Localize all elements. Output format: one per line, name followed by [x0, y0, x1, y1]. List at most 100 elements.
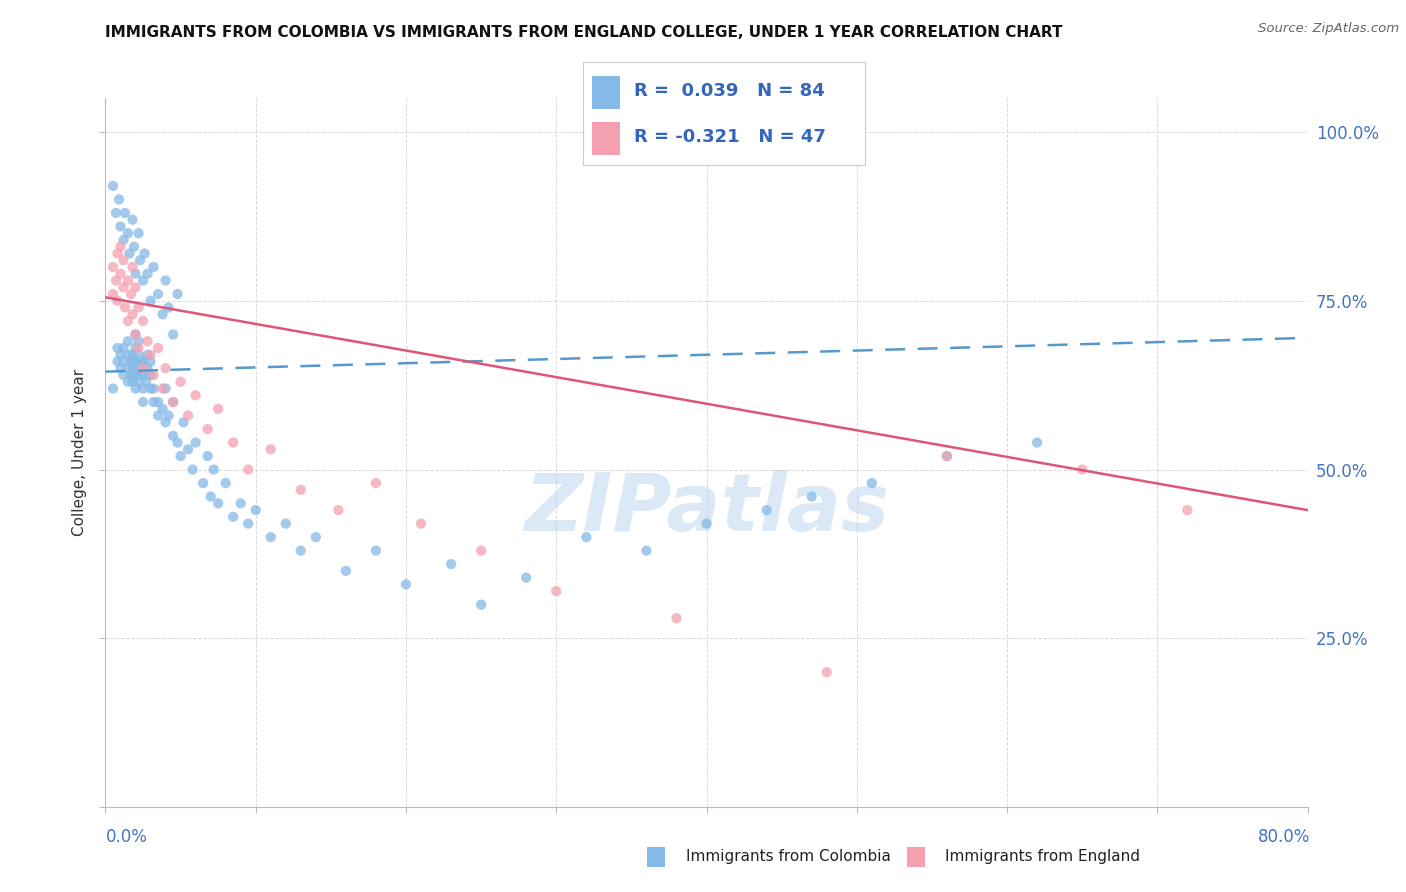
- Point: [197, 449, 219, 463]
- Point: [117, 375, 139, 389]
- Point: [136, 361, 159, 376]
- Point: [104, 206, 127, 220]
- Point: [177, 409, 200, 423]
- Text: R = -0.321   N = 47: R = -0.321 N = 47: [634, 128, 825, 146]
- Text: ZIPatlas: ZIPatlas: [524, 470, 889, 549]
- Point: [104, 273, 127, 287]
- Point: [222, 509, 245, 524]
- Point: [238, 516, 260, 531]
- Point: [128, 375, 150, 389]
- Point: [395, 577, 418, 591]
- Point: [128, 334, 150, 349]
- Point: [260, 530, 283, 544]
- Point: [207, 401, 229, 416]
- Point: [132, 314, 155, 328]
- Point: [112, 341, 135, 355]
- Point: [112, 354, 135, 368]
- Point: [936, 449, 959, 463]
- Text: Source: ZipAtlas.com: Source: ZipAtlas.com: [1258, 22, 1399, 36]
- Point: [260, 442, 283, 457]
- Point: [112, 280, 135, 294]
- Point: [107, 293, 129, 308]
- Text: Immigrants from Colombia: Immigrants from Colombia: [686, 849, 891, 863]
- Point: [107, 246, 129, 260]
- Point: [290, 543, 312, 558]
- Bar: [592, 122, 620, 155]
- Text: 80.0%: 80.0%: [1258, 828, 1310, 846]
- Point: [112, 253, 135, 268]
- Point: [202, 462, 225, 476]
- Point: [546, 584, 568, 599]
- Point: [124, 382, 146, 396]
- Point: [117, 348, 139, 362]
- Point: [136, 267, 159, 281]
- Point: [101, 382, 124, 396]
- Point: [128, 341, 150, 355]
- Point: [101, 178, 124, 193]
- Point: [128, 226, 150, 240]
- Point: [114, 301, 136, 315]
- Point: [136, 334, 159, 349]
- Point: [131, 368, 153, 382]
- Bar: [592, 76, 620, 109]
- Point: [124, 341, 146, 355]
- Point: [124, 280, 146, 294]
- Text: Immigrants from England: Immigrants from England: [945, 849, 1140, 863]
- Point: [1071, 462, 1094, 476]
- Point: [152, 307, 174, 321]
- Point: [200, 490, 222, 504]
- Point: [139, 354, 162, 368]
- Point: [120, 354, 142, 368]
- Point: [132, 395, 155, 409]
- Point: [142, 382, 165, 396]
- Point: [364, 476, 387, 491]
- Point: [162, 395, 184, 409]
- Point: [139, 348, 162, 362]
- Point: [128, 301, 150, 315]
- Point: [515, 571, 537, 585]
- Point: [101, 260, 124, 274]
- Point: [162, 395, 184, 409]
- Point: [142, 260, 165, 274]
- Point: [128, 361, 150, 376]
- Point: [124, 354, 146, 368]
- Point: [197, 422, 219, 436]
- Point: [222, 435, 245, 450]
- Point: [134, 246, 156, 260]
- Point: [132, 368, 155, 382]
- Point: [146, 287, 169, 301]
- Point: [124, 327, 146, 342]
- Point: [755, 503, 778, 517]
- Point: [117, 361, 139, 376]
- Point: [122, 240, 145, 254]
- Point: [117, 273, 139, 287]
- Point: [169, 375, 191, 389]
- Point: [162, 327, 184, 342]
- Point: [184, 388, 207, 402]
- Point: [117, 226, 139, 240]
- Point: [800, 490, 823, 504]
- Point: [128, 348, 150, 362]
- Point: [440, 557, 463, 571]
- Point: [860, 476, 883, 491]
- Point: [112, 233, 135, 247]
- Point: [121, 212, 143, 227]
- Point: [166, 287, 188, 301]
- Point: [136, 348, 159, 362]
- Point: [274, 516, 297, 531]
- Point: [112, 368, 135, 382]
- Point: [142, 395, 165, 409]
- Point: [696, 516, 718, 531]
- Point: [290, 483, 312, 497]
- Point: [335, 564, 357, 578]
- Point: [157, 301, 180, 315]
- Point: [122, 354, 145, 368]
- Point: [184, 435, 207, 450]
- Point: [110, 267, 132, 281]
- Point: [121, 375, 143, 389]
- Point: [146, 409, 169, 423]
- Point: [166, 435, 188, 450]
- Point: [328, 503, 350, 517]
- Point: [120, 368, 142, 382]
- Point: [155, 361, 177, 376]
